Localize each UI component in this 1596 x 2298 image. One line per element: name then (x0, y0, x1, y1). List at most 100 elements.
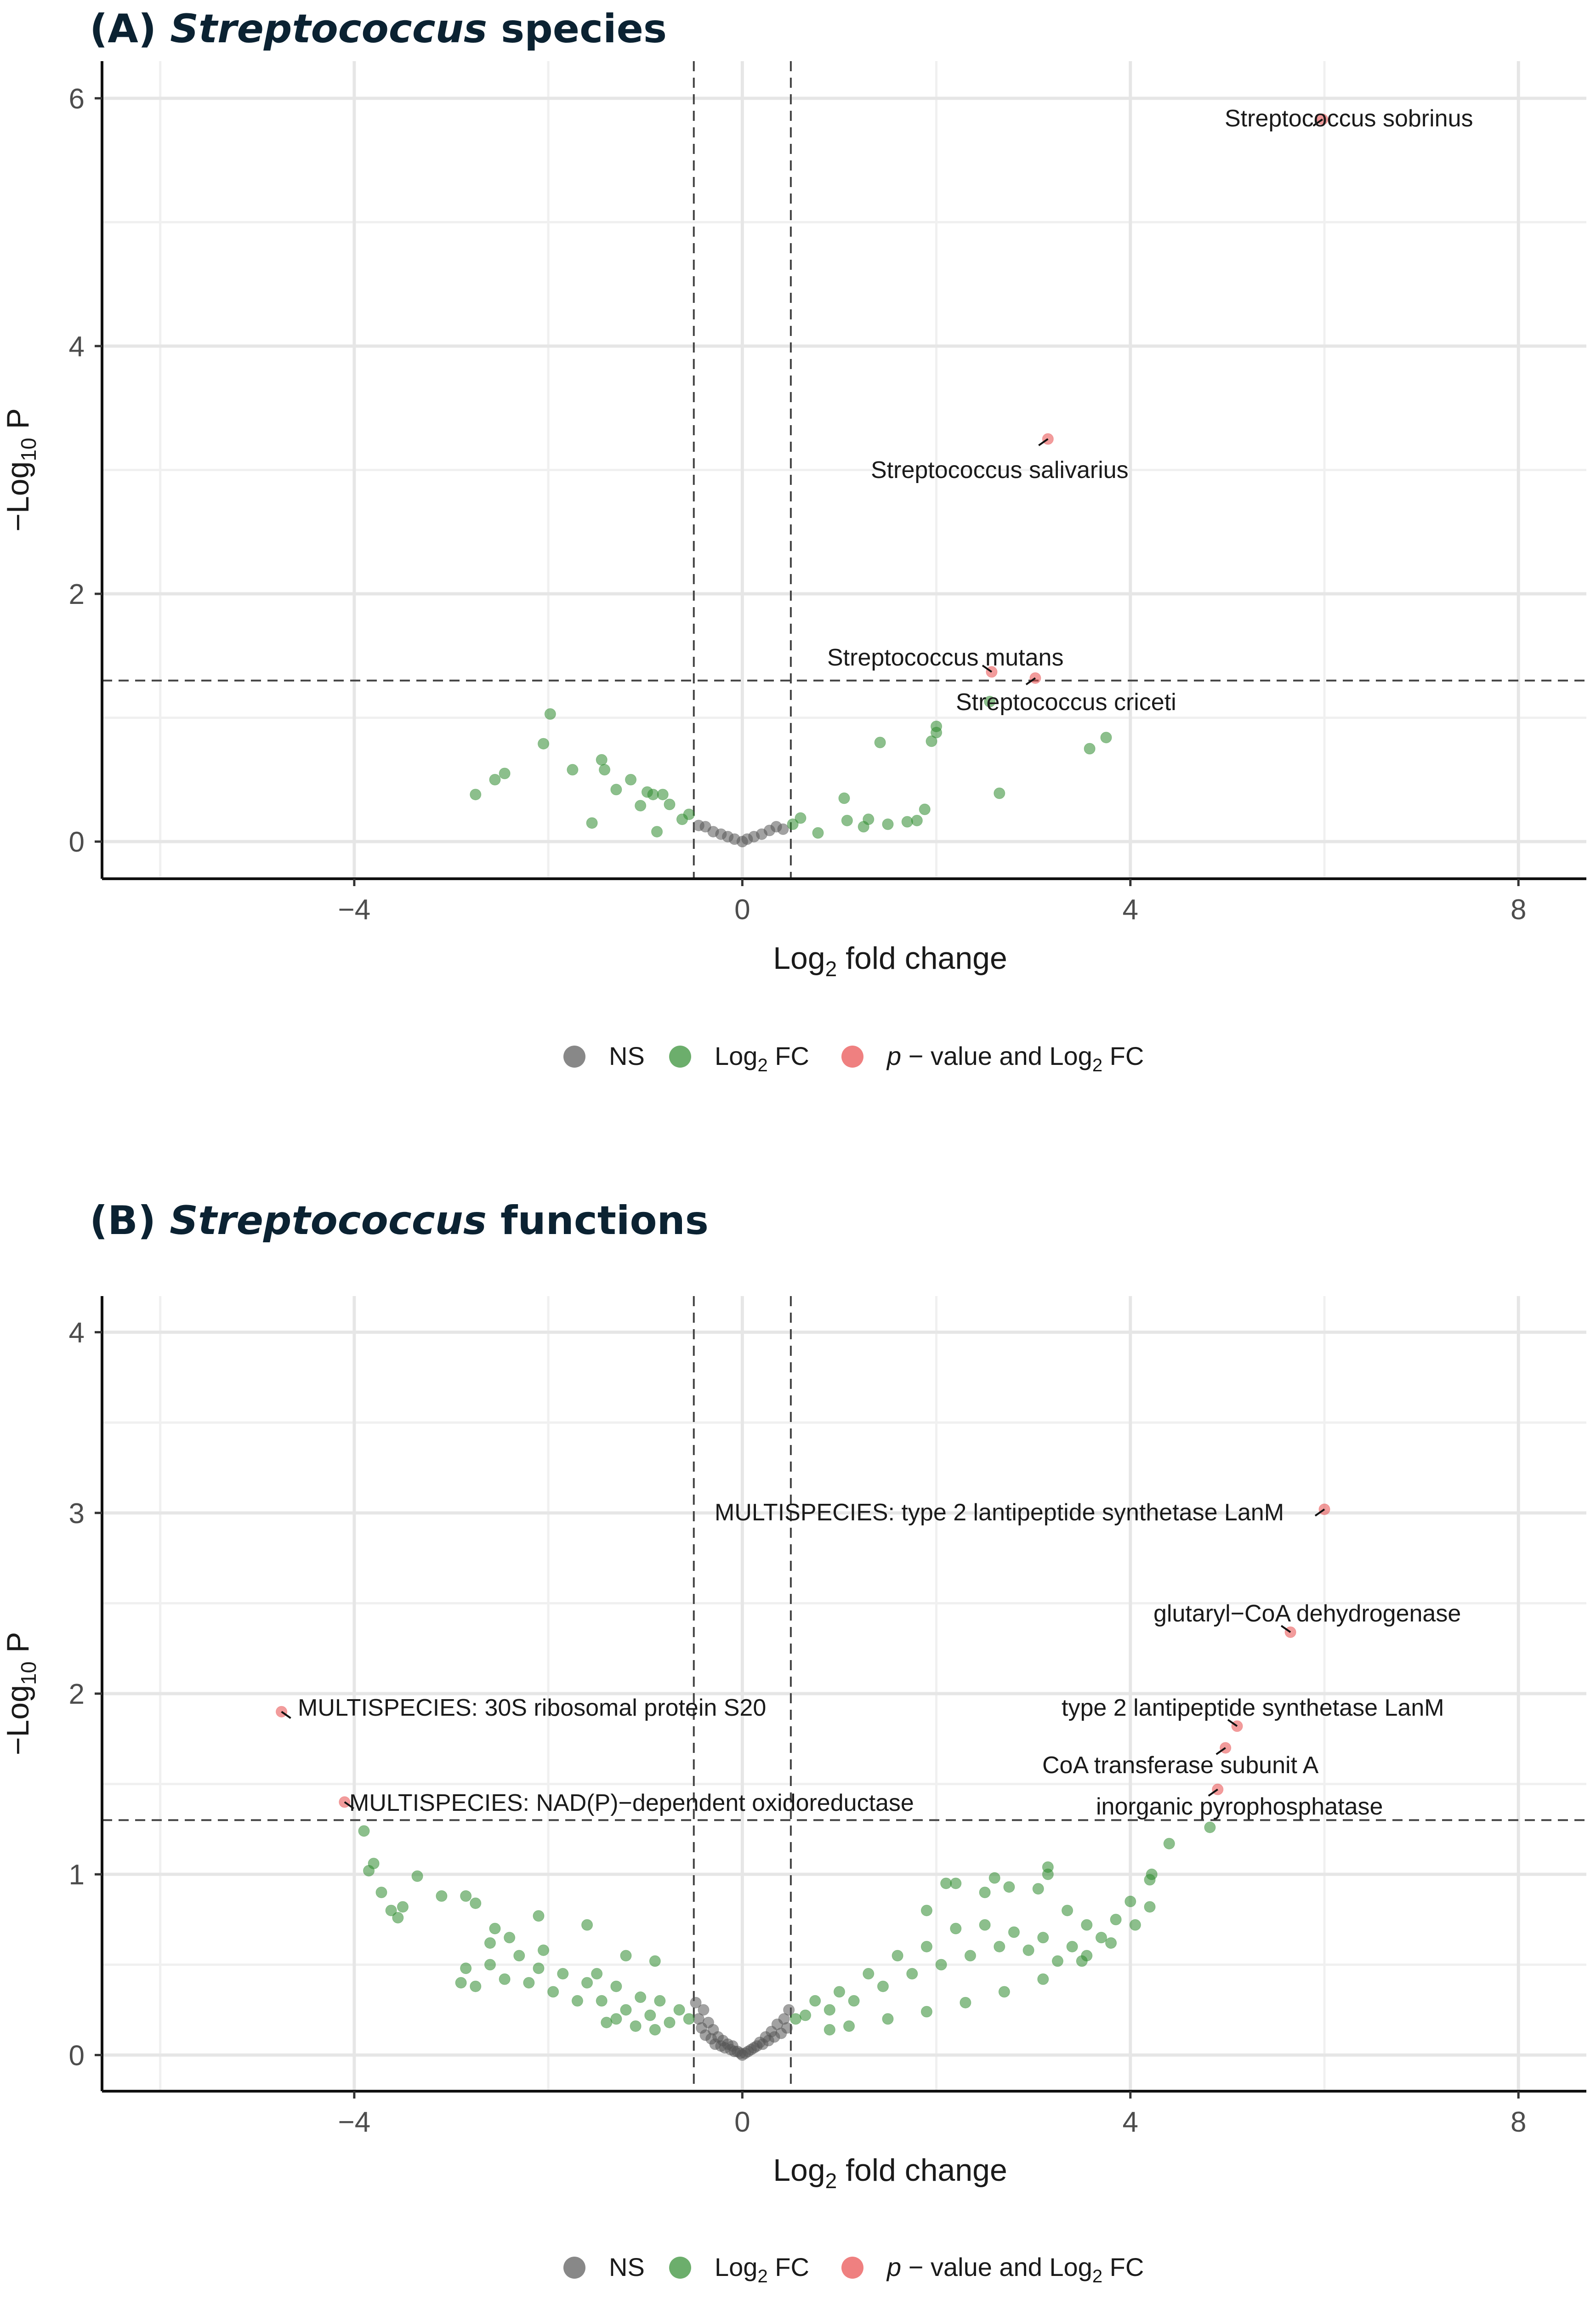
x-tick-label: 8 (1511, 2106, 1526, 2138)
data-point (882, 2013, 894, 2025)
legend-swatch (841, 2257, 863, 2279)
data-point (610, 1980, 622, 1992)
legend-sub: 2 (1092, 1055, 1102, 1075)
legend-rest: FC (1102, 1041, 1144, 1070)
title-suffix: functions (487, 1198, 709, 1244)
legend-swatch (669, 1046, 691, 1068)
title-italic: Streptococcus (170, 6, 487, 52)
legend-label: p − value and Log2 FC (886, 2252, 1144, 2287)
chart-title: (B) Streptococcus functions (90, 1198, 709, 1244)
legend-rest: FC (1102, 2252, 1144, 2281)
y-axis-title-main: −Log (0, 461, 35, 532)
data-point (960, 1997, 971, 2008)
data-point (484, 1959, 496, 1971)
data-point (841, 814, 853, 826)
data-point (533, 1962, 545, 1974)
data-point (1037, 1973, 1049, 1985)
legend-main: Log (715, 2252, 757, 2281)
data-point (1003, 1881, 1015, 1893)
y-tick-label: 4 (69, 1317, 85, 1349)
data-point (411, 1870, 423, 1882)
data-point (777, 823, 789, 835)
series-pvalue-log2fc (986, 114, 1329, 684)
data-point (690, 1997, 702, 2008)
data-point (874, 737, 886, 748)
data-point (397, 1901, 409, 1913)
data-point (544, 708, 556, 720)
data-point (635, 1991, 647, 2003)
x-tick-label: 0 (734, 894, 750, 926)
y-tick-label: 6 (69, 83, 85, 115)
data-point (683, 2013, 695, 2025)
data-point (610, 784, 622, 796)
legend-main: Log (715, 1041, 757, 1070)
legend-rest: FC (768, 2252, 809, 2281)
point-label: Streptococcus criceti (956, 689, 1176, 716)
legend-label: Log2 FC (715, 1041, 809, 1075)
legend-rest: FC (768, 1041, 809, 1070)
y-tick-label: 4 (69, 331, 85, 363)
legend-label: p − value and Log2 FC (886, 1041, 1144, 1075)
legend-italic: p (886, 2252, 901, 2281)
y-axis-title-rest: P (0, 1632, 35, 1661)
data-point (647, 789, 659, 801)
y-tick-label: 2 (69, 579, 85, 610)
data-point (620, 1950, 632, 1962)
annotation-connector (1314, 1508, 1325, 1517)
data-point (1081, 1919, 1093, 1931)
data-point (906, 1968, 918, 1979)
annotation-connector (982, 665, 993, 673)
data-point (882, 818, 894, 830)
point-label: MULTISPECIES: 30S ribosomal protein S20 (298, 1695, 766, 1721)
data-point (596, 754, 608, 766)
data-point (1095, 1932, 1107, 1944)
data-point (385, 1905, 397, 1917)
legend-sub: 2 (757, 1055, 767, 1075)
data-point (863, 813, 875, 825)
data-point (1144, 1901, 1156, 1913)
data-point (392, 1912, 404, 1924)
x-tick-label: −4 (338, 894, 371, 926)
data-point (460, 1962, 472, 1974)
data-point (800, 2009, 812, 2021)
data-point (620, 2004, 632, 2016)
data-point (489, 1923, 501, 1934)
data-point (599, 764, 611, 776)
x-tick-label: 4 (1123, 894, 1138, 926)
legend-label: NS (609, 2252, 645, 2281)
annotation-connector (1312, 119, 1323, 127)
data-point (1146, 1868, 1158, 1880)
x-axis-title-sub: 2 (825, 957, 837, 981)
annotation-connector (1280, 1625, 1291, 1633)
data-point (470, 1897, 482, 1909)
data-point (931, 720, 943, 732)
data-point (877, 1980, 889, 1992)
x-axis-title-rest: fold change (837, 2153, 1007, 2188)
title-prefix: (A) (90, 6, 170, 52)
y-tick-label: 1 (69, 1859, 85, 1891)
data-point (664, 798, 676, 810)
data-point (1125, 1895, 1136, 1907)
legend: NS Log2 FC p − value and Log2 FC (563, 1041, 1144, 1075)
data-point (1163, 1837, 1175, 1849)
data-point (988, 1872, 1000, 1884)
title-suffix: species (487, 6, 667, 52)
data-point (557, 1968, 569, 1979)
data-point (950, 1923, 962, 1934)
data-point (935, 1959, 947, 1971)
data-point (824, 2024, 835, 2036)
data-point (375, 1887, 387, 1898)
y-axis-title: −Log10 P (0, 1632, 40, 1756)
data-point (863, 1968, 875, 1979)
data-point (601, 2017, 613, 2029)
data-point (368, 1858, 380, 1870)
point-label: MULTISPECIES: type 2 lantipeptide synthe… (715, 1499, 1284, 1526)
legend-label: NS (609, 1041, 645, 1070)
data-point (596, 1995, 608, 2007)
annotation-connector (281, 1711, 291, 1719)
data-point (470, 789, 482, 801)
data-point (644, 2009, 656, 2021)
data-point (950, 1877, 962, 1889)
